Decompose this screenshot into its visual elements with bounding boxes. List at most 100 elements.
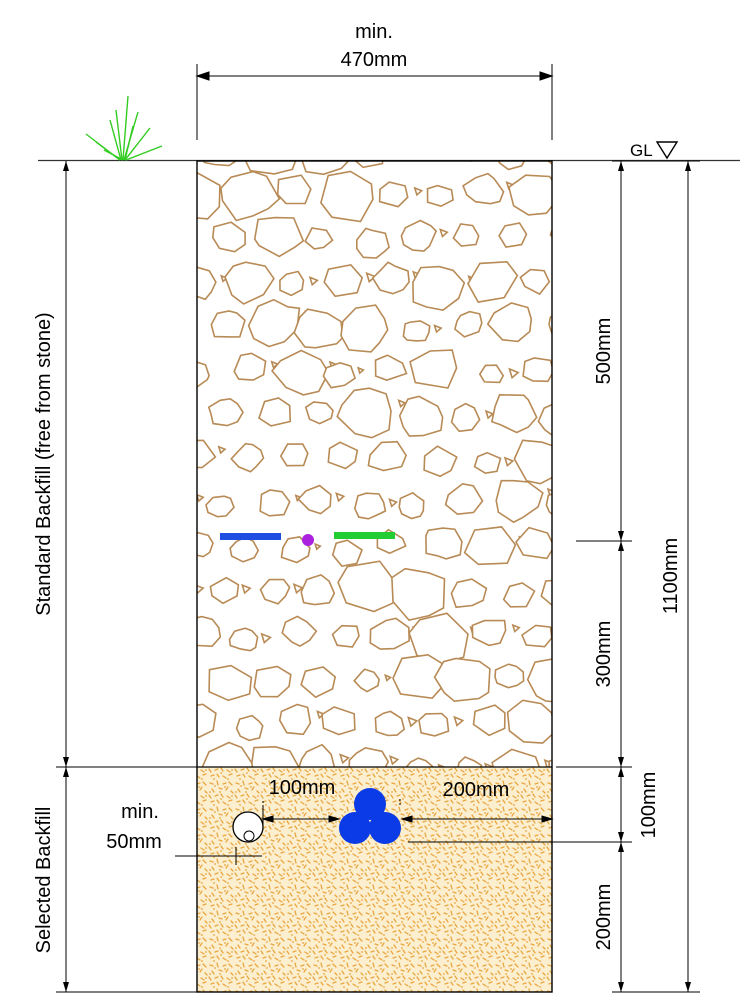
stone-chip <box>407 716 419 728</box>
stone-shape <box>371 261 410 295</box>
purple-marker-point <box>302 534 314 546</box>
stone-shape <box>471 619 507 647</box>
blue-marker-tape <box>220 533 281 540</box>
stone-shape <box>490 393 538 434</box>
dim-label-500mm: 500mm <box>593 318 615 385</box>
stone-shape <box>348 746 390 767</box>
small-conduit <box>232 811 264 843</box>
stone-shape <box>304 401 334 425</box>
stone-shape <box>457 756 483 767</box>
stone-shape <box>353 668 380 693</box>
stone-chip <box>578 499 586 507</box>
stone-shape <box>502 582 536 608</box>
stone-shape <box>522 357 552 383</box>
stone-chip <box>197 493 205 503</box>
stone-shape <box>548 759 552 767</box>
stone-shape <box>423 445 458 478</box>
stone-shape <box>197 361 210 388</box>
stone-chip <box>335 492 346 503</box>
stone-shape <box>301 161 350 176</box>
stone-chip <box>559 536 566 543</box>
stone-shape <box>418 712 450 737</box>
stone-shape <box>197 439 217 469</box>
stone-chip <box>308 276 319 287</box>
stone-shape <box>163 229 189 250</box>
stone-shape <box>327 441 359 470</box>
stone-shape <box>412 265 466 311</box>
stone-chip <box>433 324 443 334</box>
stone-chip <box>313 542 322 551</box>
selected-backfill-label: Selected Backfill <box>33 807 55 954</box>
stone-shape <box>280 536 311 564</box>
stone-shape <box>545 493 552 516</box>
stone-shape <box>281 615 318 648</box>
stone-shape <box>495 479 544 524</box>
stone-shape <box>367 440 407 472</box>
stone-shape <box>253 665 292 698</box>
stone-shape <box>450 578 488 609</box>
stone-shape <box>197 531 214 558</box>
stone-shape <box>304 227 334 250</box>
stone-shape <box>271 349 330 396</box>
stone-chip <box>384 673 392 682</box>
stone-shape <box>244 161 297 175</box>
dim-label-1100mm: 1100mm <box>660 538 682 614</box>
stone-shape <box>506 699 552 744</box>
stone-shape <box>453 310 483 338</box>
stone-shape <box>293 308 344 349</box>
stone-shape <box>298 743 336 767</box>
stone-shape <box>515 526 552 560</box>
stone-shape <box>354 161 384 169</box>
stone-chip <box>601 191 608 198</box>
stone-shape <box>507 174 552 216</box>
stone-shape <box>228 627 259 652</box>
stone-shape <box>569 533 596 557</box>
stone-chip <box>339 753 350 765</box>
stone-shape <box>369 617 411 650</box>
top-width-label-line2: 470mm <box>341 49 408 71</box>
stone-shape <box>391 567 446 621</box>
stone-shape <box>548 315 552 335</box>
stone-shape <box>159 311 194 341</box>
stone-chip <box>508 367 520 380</box>
stone-shape <box>323 264 364 298</box>
stone-chip <box>503 456 515 468</box>
stone-shape <box>207 397 244 427</box>
stone-shape <box>378 181 409 208</box>
stone-shape <box>297 484 332 515</box>
stone-shape <box>537 403 552 436</box>
spacing-label-100mm: 100mm <box>269 777 336 799</box>
stone-shape <box>462 172 505 205</box>
stone-shape <box>158 395 192 423</box>
cable-spacing-dimensions <box>175 799 554 865</box>
stone-shape <box>224 261 275 305</box>
stone-shape <box>331 539 363 567</box>
dim-label-300mm: 300mm <box>593 621 615 688</box>
stone-shape <box>322 361 357 389</box>
stone-shape <box>300 574 336 606</box>
stone-shape <box>400 219 438 252</box>
left-dimension-lines <box>56 161 197 993</box>
stone-chip <box>220 274 229 283</box>
stone-shape <box>278 703 312 736</box>
stone-shape <box>201 741 256 767</box>
min-clearance-label-line1: min. <box>121 801 159 823</box>
stone-shape <box>412 161 430 162</box>
stone-chip <box>292 583 304 595</box>
stone-shape <box>398 395 444 437</box>
stone-chip <box>413 186 424 197</box>
stone-shape <box>564 186 598 209</box>
stone-shape <box>197 172 221 220</box>
stone-shape <box>355 227 390 259</box>
stone-shape <box>392 653 444 700</box>
stone-shape <box>398 491 425 520</box>
stone-shape <box>563 271 598 295</box>
stone-shape <box>253 216 305 258</box>
stone-shape <box>208 664 253 702</box>
stone-chip <box>356 366 365 375</box>
stone-shape <box>521 624 552 648</box>
stone-shape <box>450 402 481 433</box>
stone-shape <box>402 320 431 342</box>
stone-shape <box>340 304 389 353</box>
